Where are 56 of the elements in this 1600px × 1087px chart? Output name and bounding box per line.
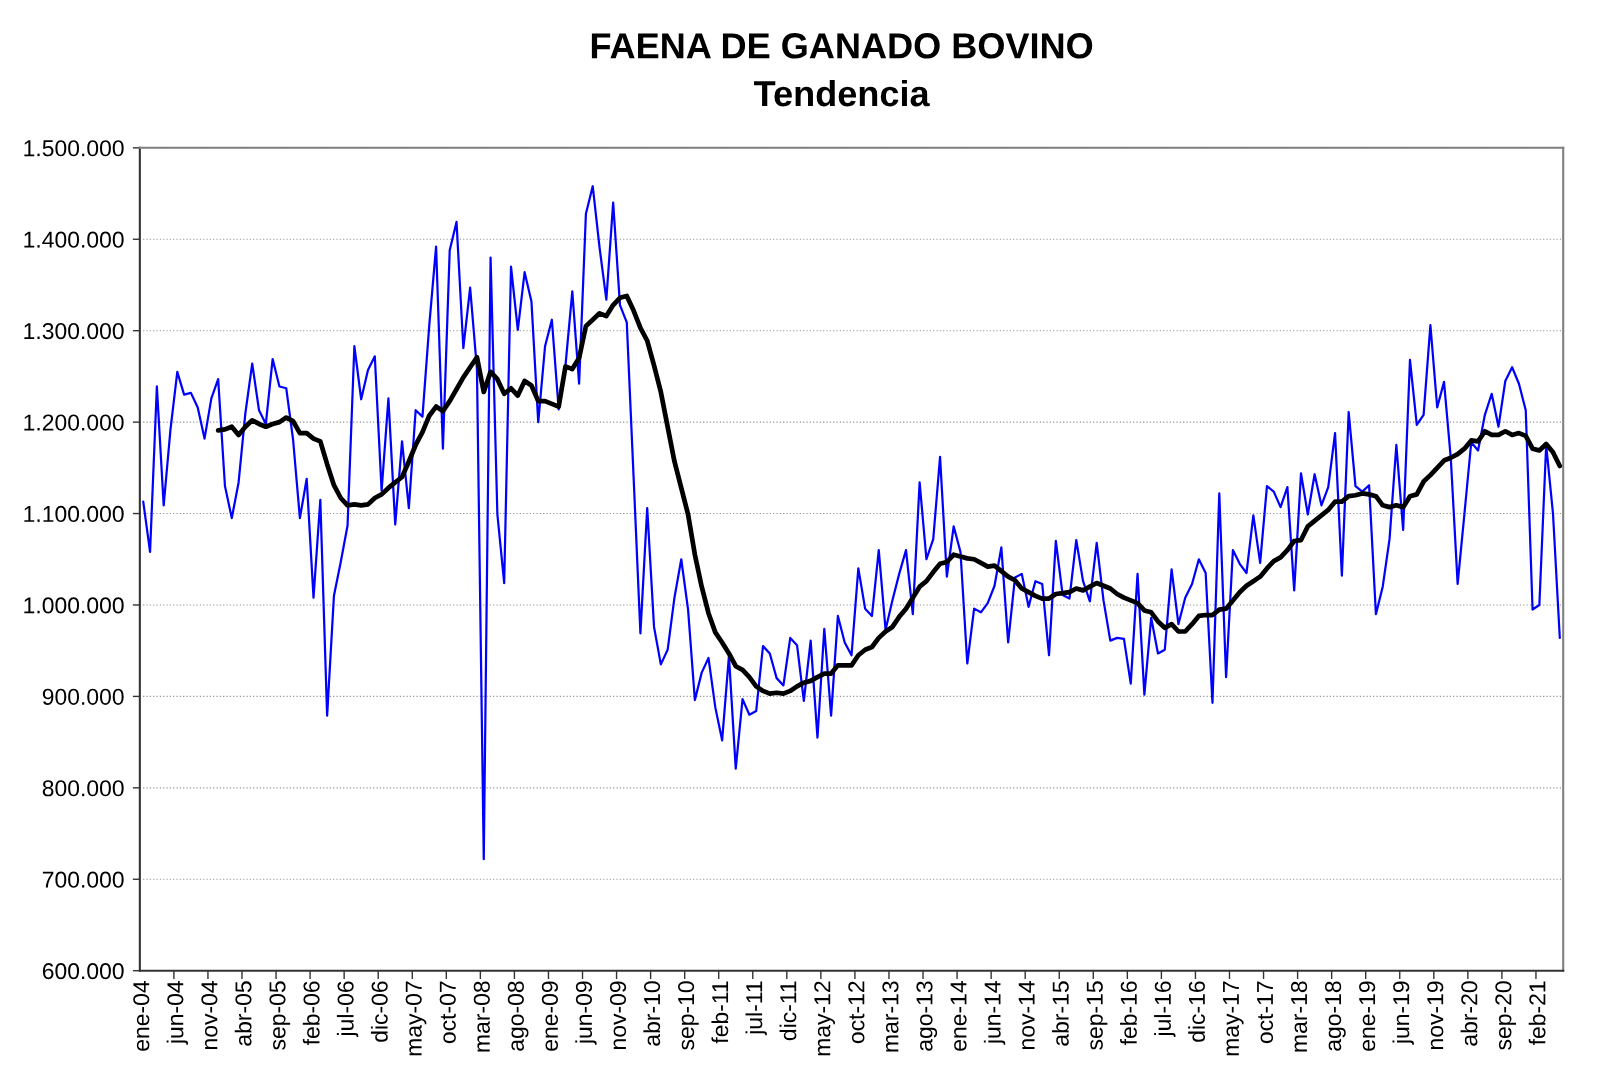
x-tick-label: jun-04	[166, 981, 188, 1045]
x-tick-label: abr-20	[1460, 981, 1478, 1046]
x-tick-label: abr-15	[1051, 981, 1069, 1046]
x-tick-label: mar-08	[473, 981, 490, 1052]
x-tick-label: jul-06	[336, 981, 359, 1038]
x-tick-label: ago-18	[1324, 981, 1346, 1051]
x-tick-label: mar-13	[882, 981, 899, 1052]
x-tick-label: abr-10	[643, 981, 661, 1046]
x-tick-label: may-12	[814, 981, 835, 1056]
x-tick-label: dic-16	[1188, 981, 1205, 1042]
x-tick-label: ene-14	[950, 981, 967, 1051]
x-tick-label: ene-19	[1359, 981, 1376, 1051]
x-tick-label: feb-21	[1528, 981, 1546, 1046]
x-tick-label: nov-09	[609, 981, 627, 1049]
y-tick-label: 1.100.000	[24, 505, 124, 523]
y-tick-label: 1.200.000	[24, 414, 124, 431]
x-tick-label: nov-04	[201, 981, 218, 1049]
y-tick-label: 800.000	[42, 780, 124, 797]
x-tick-label: ago-08	[507, 981, 529, 1051]
y-tick-label: 600.000	[42, 962, 124, 980]
x-tick-label: sep-15	[1086, 981, 1108, 1050]
x-tick-label: jul-11	[745, 981, 767, 1036]
x-tick-label: dic-06	[370, 981, 388, 1042]
x-tick-label: feb-16	[1120, 981, 1137, 1046]
x-tick-label: oct-07	[439, 981, 456, 1044]
y-tick-label: 700.000	[42, 871, 124, 888]
x-tick-label: mar-18	[1290, 981, 1308, 1052]
x-tick-label: feb-11	[711, 981, 729, 1044]
x-tick-label: ago-13	[916, 981, 938, 1051]
x-tick-label: sep-10	[678, 981, 699, 1050]
x-tick-label: sep-20	[1495, 981, 1516, 1050]
chart-subtitle: Tendencia	[754, 79, 930, 107]
x-tick-label: feb-06	[302, 981, 320, 1046]
x-tick-label: nov-19	[1427, 981, 1444, 1049]
line-series	[215, 293, 1563, 697]
x-tick-label: nov-14	[1018, 981, 1035, 1049]
x-tick-label: may-07	[405, 981, 427, 1056]
x-tick-label: jun-19	[1392, 981, 1414, 1045]
x-tick-label: jul-16	[1154, 981, 1176, 1038]
y-tick-label: 1.500.000	[24, 140, 124, 157]
x-tick-label: ene-09	[541, 981, 559, 1051]
x-tick-label: sep-05	[269, 981, 291, 1050]
line-series	[142, 185, 1561, 861]
x-tick-label: oct-12	[848, 981, 865, 1044]
y-tick-label: 1.400.000	[24, 231, 124, 248]
x-tick-label: jun-09	[575, 981, 597, 1045]
x-tick-label: ene-04	[133, 981, 150, 1051]
y-tick-label: 900.000	[42, 688, 124, 705]
x-tick-label: jun-14	[983, 981, 1006, 1045]
chart-title: FAENA DE GANADO BOVINO	[591, 33, 1093, 59]
x-tick-label: dic-11	[779, 981, 797, 1041]
x-tick-label: oct-17	[1257, 981, 1274, 1044]
y-tick-label: 1.300.000	[24, 322, 124, 340]
x-tick-label: abr-05	[234, 981, 252, 1046]
y-tick-label: 1.000.000	[24, 597, 124, 614]
x-tick-label: may-17	[1223, 981, 1244, 1056]
